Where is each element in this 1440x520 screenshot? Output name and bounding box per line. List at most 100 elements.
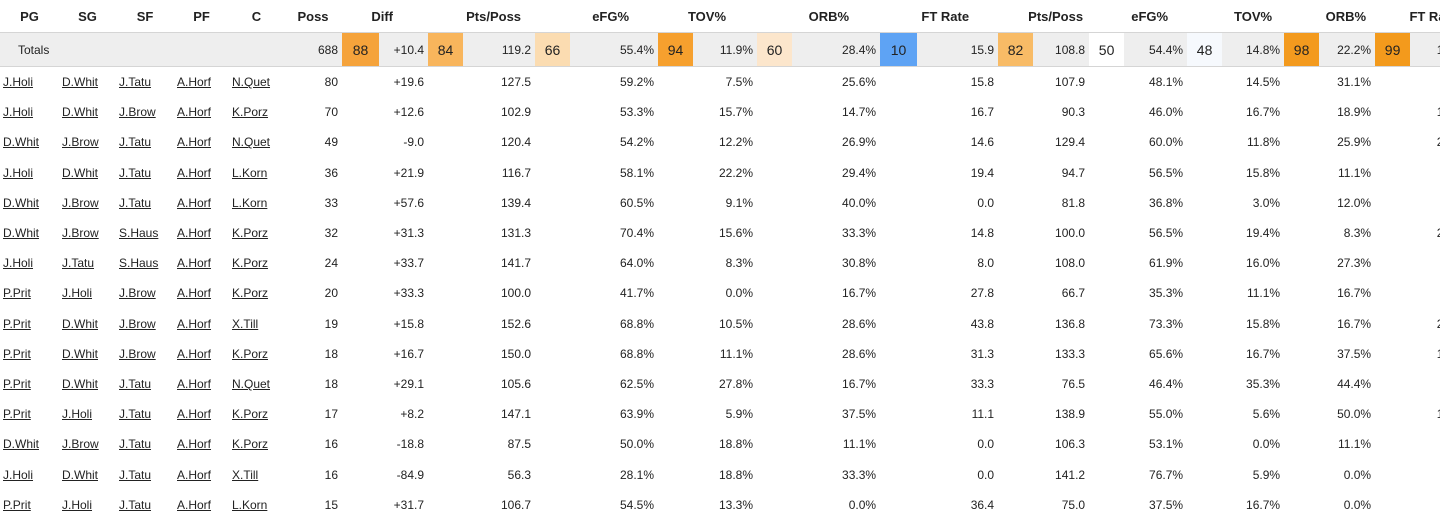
player-link-pf[interactable]: A.Horf <box>177 376 212 391</box>
player-link-pf[interactable]: A.Horf <box>177 165 212 180</box>
player-link-pg[interactable]: P.Prit <box>3 376 31 391</box>
player-link-c[interactable]: N.Quet <box>232 135 271 150</box>
player-link-pg[interactable]: P.Prit <box>3 407 31 422</box>
header-sf[interactable]: SF <box>136 8 154 24</box>
player-link-c[interactable]: K.Porz <box>232 407 269 422</box>
header-def-ft-rate[interactable]: FT Rate <box>1409 8 1440 24</box>
header-def-pts-poss[interactable]: Pts/Poss <box>1028 8 1084 24</box>
player-link-pg[interactable]: D.Whit <box>3 135 39 150</box>
player-link-pf[interactable]: A.Horf <box>177 316 212 331</box>
lineup-sg-cell: J.Brow <box>59 429 116 459</box>
player-link-sg[interactable]: D.Whit <box>62 75 98 90</box>
player-link-c[interactable]: N.Quet <box>232 376 271 391</box>
header-diff[interactable]: Diff <box>371 8 394 24</box>
player-link-pf[interactable]: A.Horf <box>177 437 212 452</box>
player-link-pg[interactable]: J.Holi <box>3 105 34 120</box>
player-link-c[interactable]: K.Porz <box>232 437 269 452</box>
player-link-sg[interactable]: D.Whit <box>62 346 98 361</box>
header-off-orb[interactable]: ORB% <box>808 8 850 24</box>
lineup-off-ft-rate: 8.0 <box>977 256 995 271</box>
player-link-pg[interactable]: P.Prit <box>3 346 31 361</box>
player-link-sf[interactable]: J.Tatu <box>119 407 152 422</box>
lineup-off-efg: 54.2% <box>620 135 655 150</box>
player-link-sg[interactable]: J.Brow <box>62 195 99 210</box>
header-def-orb[interactable]: ORB% <box>1325 8 1367 24</box>
header-c[interactable]: C <box>251 8 262 24</box>
player-link-sf[interactable]: J.Tatu <box>119 376 152 391</box>
header-def-efg[interactable]: eFG% <box>1131 8 1169 24</box>
player-link-sf[interactable]: J.Brow <box>119 105 156 120</box>
player-link-pg[interactable]: P.Prit <box>3 316 31 331</box>
player-link-c[interactable]: L.Korn <box>232 195 268 210</box>
player-link-pg[interactable]: D.Whit <box>3 195 39 210</box>
player-link-c[interactable]: N.Quet <box>232 75 271 90</box>
player-link-pg[interactable]: D.Whit <box>3 226 39 241</box>
player-link-sg[interactable]: J.Brow <box>62 135 99 150</box>
player-link-pg[interactable]: P.Prit <box>3 497 31 512</box>
player-link-pg[interactable]: J.Holi <box>3 165 34 180</box>
player-link-c[interactable]: K.Porz <box>232 256 269 271</box>
player-link-pf[interactable]: A.Horf <box>177 195 212 210</box>
player-link-sg[interactable]: D.Whit <box>62 316 98 331</box>
player-link-sf[interactable]: J.Tatu <box>119 497 152 512</box>
header-pf[interactable]: PF <box>193 8 210 24</box>
player-link-pg[interactable]: P.Prit <box>3 286 31 301</box>
header-def-tov[interactable]: TOV% <box>1234 8 1273 24</box>
player-link-pf[interactable]: A.Horf <box>177 286 212 301</box>
player-link-pf[interactable]: A.Horf <box>177 256 212 271</box>
player-link-sg[interactable]: D.Whit <box>62 467 98 482</box>
player-link-sf[interactable]: S.Haus <box>119 226 159 241</box>
player-link-pf[interactable]: A.Horf <box>177 75 212 90</box>
lineup-diff: -18.8 <box>396 437 425 452</box>
player-link-pf[interactable]: A.Horf <box>177 226 212 241</box>
player-link-sg[interactable]: D.Whit <box>62 165 98 180</box>
player-link-c[interactable]: K.Porz <box>232 286 269 301</box>
player-link-sg[interactable]: D.Whit <box>62 105 98 120</box>
player-link-sf[interactable]: J.Tatu <box>119 165 152 180</box>
player-link-pf[interactable]: A.Horf <box>177 105 212 120</box>
player-link-pg[interactable]: J.Holi <box>3 256 34 271</box>
player-link-sg[interactable]: J.Holi <box>62 407 93 422</box>
player-link-c[interactable]: L.Korn <box>232 165 268 180</box>
player-link-pg[interactable]: J.Holi <box>3 467 34 482</box>
player-link-c[interactable]: L.Korn <box>232 497 268 512</box>
player-link-sf[interactable]: J.Tatu <box>119 195 152 210</box>
header-off-tov[interactable]: TOV% <box>687 8 727 24</box>
player-link-c[interactable]: K.Porz <box>232 346 269 361</box>
player-link-sf[interactable]: J.Tatu <box>119 437 152 452</box>
lineup-def-orb: 50.0% <box>1337 407 1372 422</box>
player-link-sg[interactable]: D.Whit <box>62 376 98 391</box>
player-link-sg[interactable]: J.Holi <box>62 497 93 512</box>
player-link-pf[interactable]: A.Horf <box>177 467 212 482</box>
lineup-def-orb: 8.3% <box>1343 226 1372 241</box>
player-link-pf[interactable]: A.Horf <box>177 407 212 422</box>
header-off-pts-poss[interactable]: Pts/Poss <box>466 8 522 24</box>
lineup-def-pts-poss: 100.0 <box>1055 226 1086 241</box>
player-link-sg[interactable]: J.Holi <box>62 286 93 301</box>
lineup-def-pts-poss: 133.3 <box>1055 346 1086 361</box>
player-link-sg[interactable]: J.Brow <box>62 437 99 452</box>
player-link-sg[interactable]: J.Brow <box>62 226 99 241</box>
player-link-sf[interactable]: J.Brow <box>119 286 156 301</box>
player-link-c[interactable]: K.Porz <box>232 226 269 241</box>
header-sg[interactable]: SG <box>78 8 97 24</box>
header-off-ft-rate[interactable]: FT Rate <box>921 8 970 24</box>
player-link-sf[interactable]: J.Brow <box>119 346 156 361</box>
player-link-pg[interactable]: D.Whit <box>3 437 39 452</box>
player-link-c[interactable]: K.Porz <box>232 105 269 120</box>
player-link-pg[interactable]: J.Holi <box>3 75 34 90</box>
player-link-sf[interactable]: J.Brow <box>119 316 156 331</box>
header-off-efg[interactable]: eFG% <box>592 8 630 24</box>
player-link-pf[interactable]: A.Horf <box>177 497 212 512</box>
header-pg[interactable]: PG <box>20 8 39 24</box>
header-poss[interactable]: Poss <box>297 8 329 24</box>
player-link-pf[interactable]: A.Horf <box>177 346 212 361</box>
player-link-pf[interactable]: A.Horf <box>177 135 212 150</box>
player-link-sg[interactable]: J.Tatu <box>62 256 95 271</box>
player-link-sf[interactable]: S.Haus <box>119 256 159 271</box>
player-link-c[interactable]: X.Till <box>232 316 259 331</box>
player-link-sf[interactable]: J.Tatu <box>119 75 152 90</box>
player-link-sf[interactable]: J.Tatu <box>119 135 152 150</box>
player-link-c[interactable]: X.Till <box>232 467 259 482</box>
player-link-sf[interactable]: J.Tatu <box>119 467 152 482</box>
